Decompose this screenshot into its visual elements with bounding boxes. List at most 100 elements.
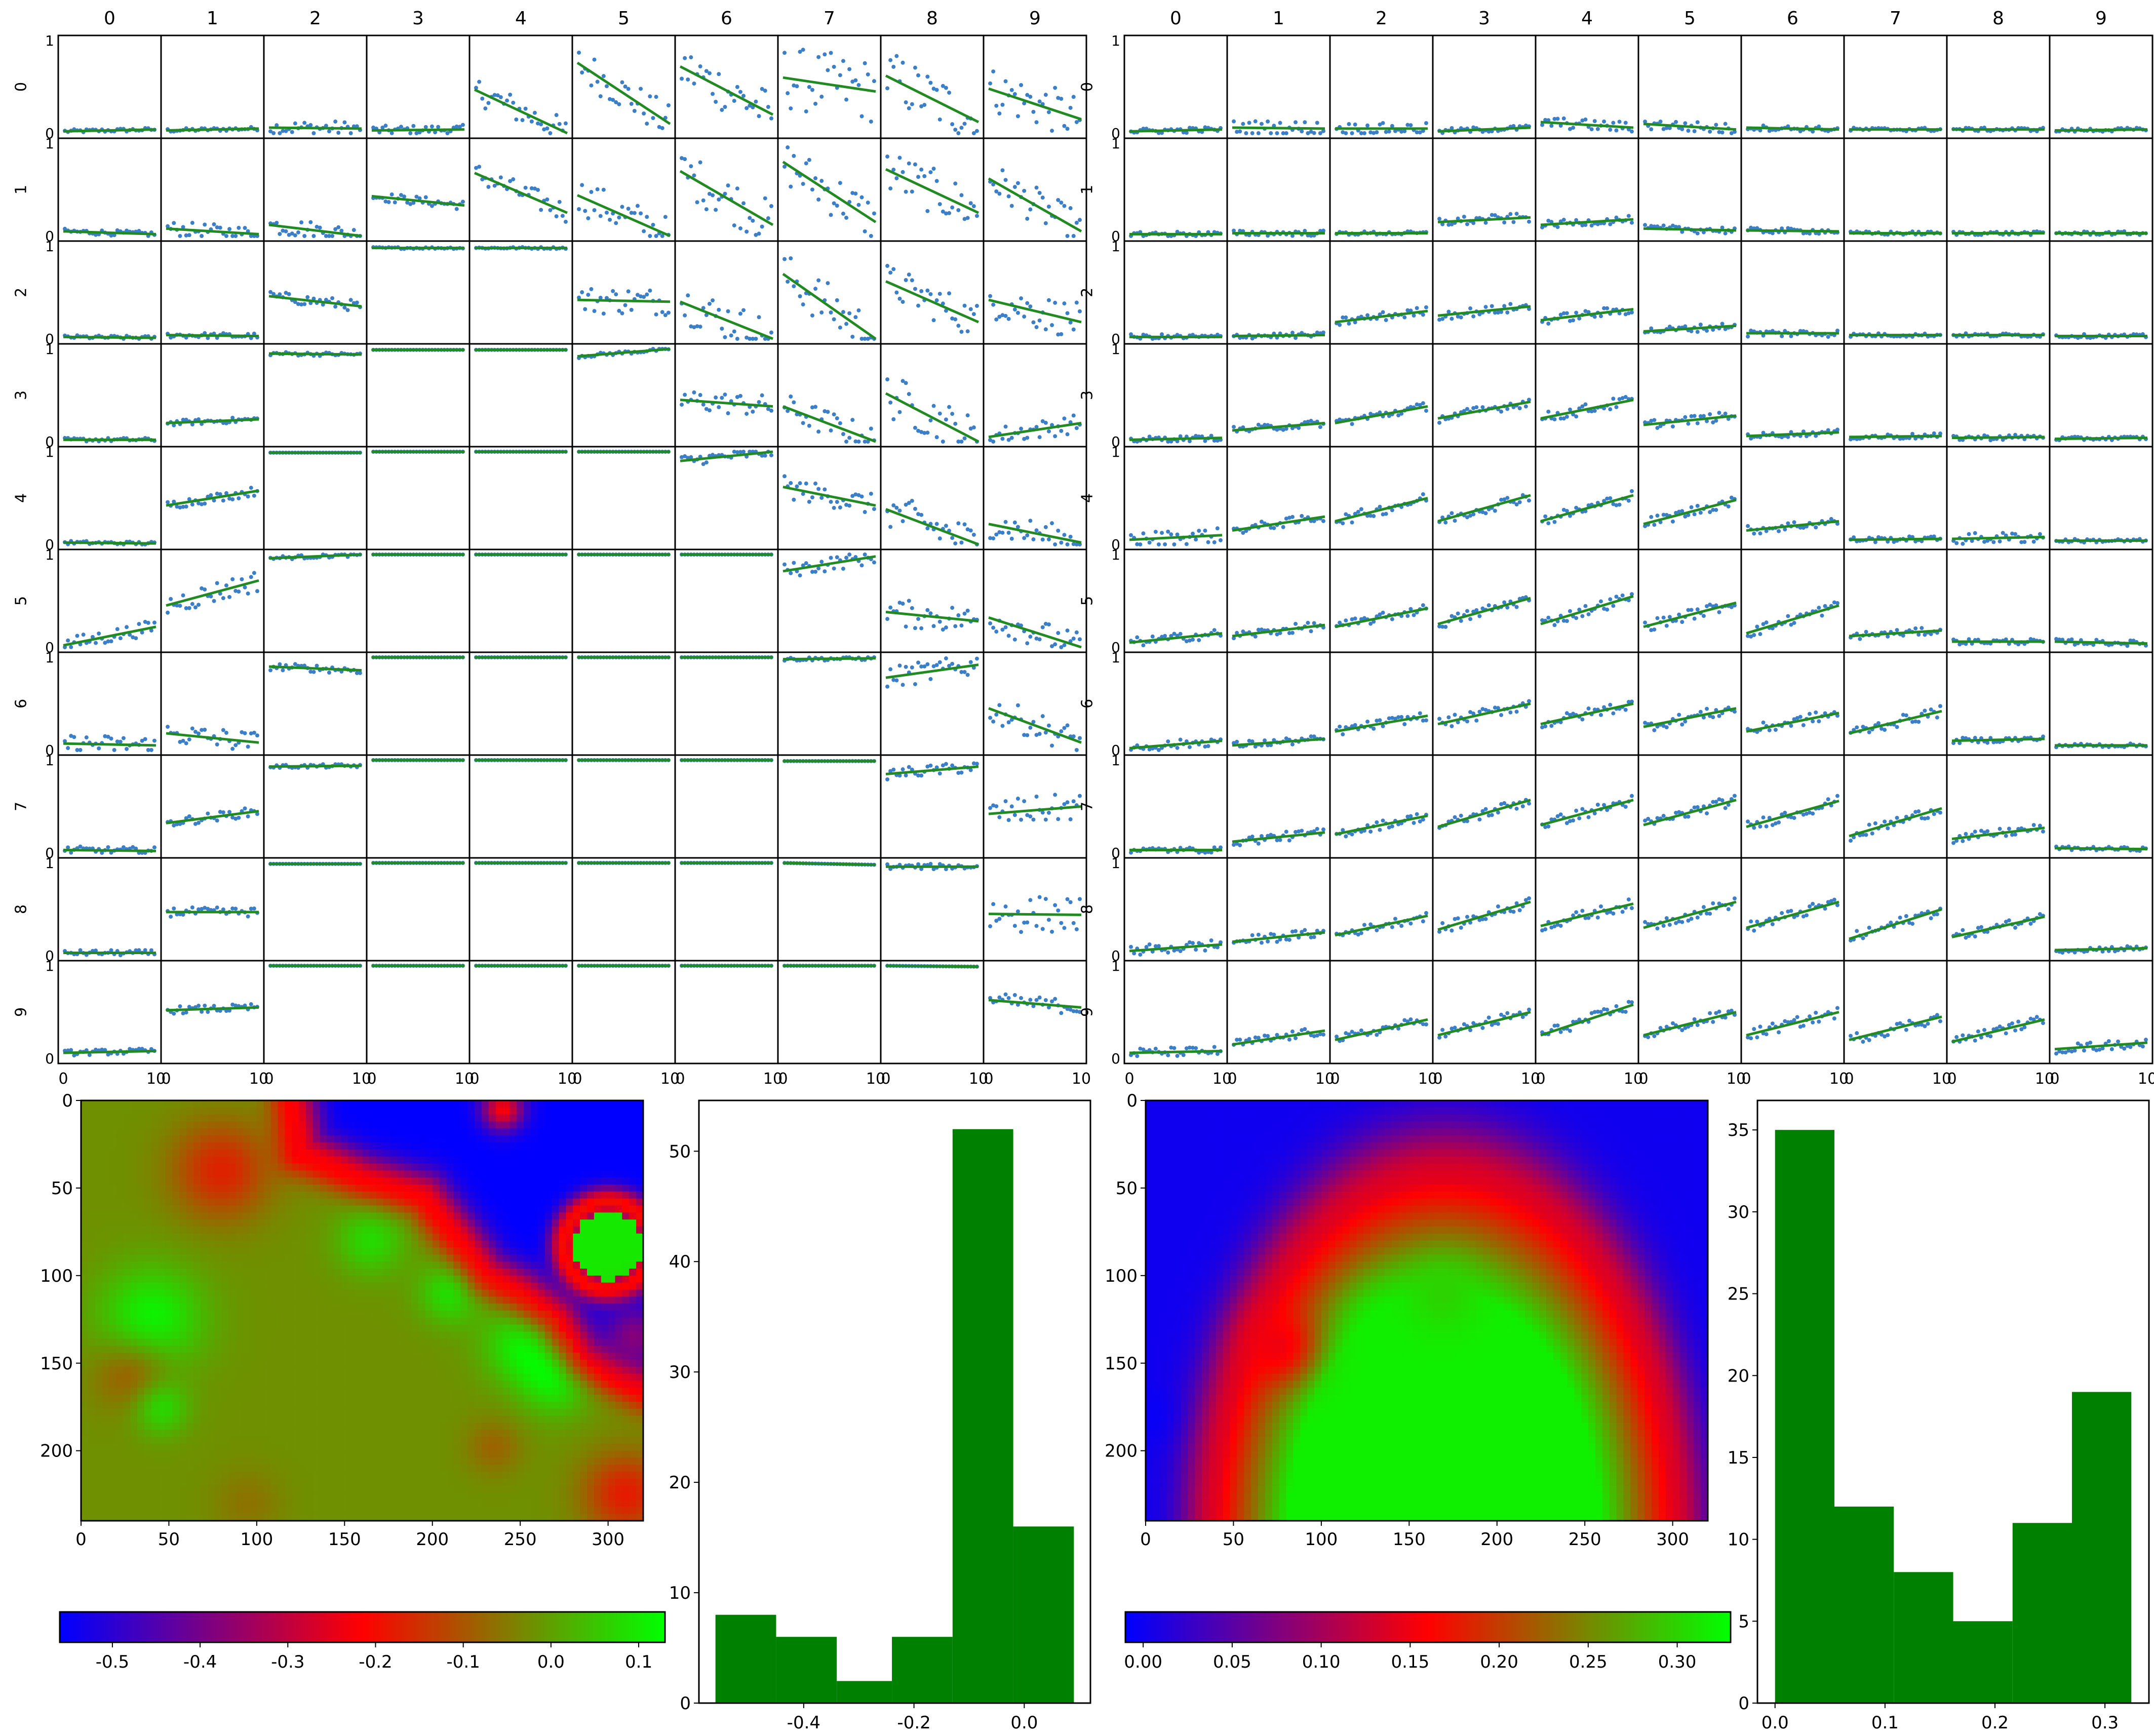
row-label: 4 [13,493,30,503]
y-tick-label: 1 [1111,135,1120,152]
scatter-point [281,668,285,673]
scatter-point [595,80,600,84]
scatter-point [1232,424,1236,429]
scatter-point [965,608,970,613]
scatter-point [1015,114,1020,119]
scatter-point [910,102,914,106]
scatter-point [1695,503,1700,508]
scatter-point [172,221,176,225]
scatter-point [841,310,845,314]
scatter-point [813,481,818,486]
scatter-point [626,289,631,294]
scatter-point [723,392,727,397]
scatter-point [632,211,637,215]
scatter-point [243,585,247,589]
scatter-point [336,225,341,229]
scatter-point [1483,220,1488,225]
cell-frame [468,34,573,139]
scatter-cell [468,651,573,756]
scatter-cell [366,651,471,756]
scatter-point [1000,530,1005,535]
scatter-point [1034,120,1039,125]
scatter-point [885,617,890,621]
scatter-point [934,179,939,183]
scatter-point [299,220,304,225]
scatter-point [1347,122,1351,127]
scatter-point [190,221,194,225]
scatter-point [542,127,546,132]
scatter-point [1708,412,1712,416]
scatter-cell [880,137,985,242]
scatter-point [203,728,207,732]
scatter-cell [571,548,676,653]
row-label: 2 [13,288,30,297]
scatter-point [988,621,993,625]
scatter-point [835,298,839,302]
scatter-point [1003,178,1008,182]
scatter-point [741,450,746,454]
cell-frame [571,548,676,653]
cell-frame [1637,343,1742,448]
scatter-cell [1432,343,1537,448]
scatter-cell [366,548,471,653]
scatter-cell: 10 [45,752,162,861]
scatter-point [230,577,235,581]
scatter-point [1068,206,1073,211]
scatter-point [281,129,285,133]
scatter-point [807,85,811,89]
scatter-point [910,498,914,503]
scatter-point [1022,188,1027,193]
scatter-point [1050,129,1054,133]
scatter-point [971,532,976,537]
scatter-point [1717,411,1721,415]
scatter-cell [263,343,368,448]
scatter-point [745,229,749,234]
scatter-point [1053,542,1058,546]
scatter-point [278,131,282,135]
scatter-point [560,214,565,218]
scatter-point [1281,525,1285,529]
scatter-point [863,229,867,233]
scatter-point [75,634,80,638]
scatter-point [925,608,930,612]
scatter-point [1197,529,1201,533]
scatter-point [941,440,945,444]
scatter-point [994,804,999,809]
scatter-point [327,129,331,134]
scatter-point [904,664,908,669]
scatter-point [1294,120,1298,125]
y-tick-label: 1 [45,32,54,49]
scatter-point [1003,520,1008,524]
scatter-point [919,626,924,630]
scatter-point [916,73,921,77]
scatter-point [1043,420,1048,425]
scatter-point [1546,409,1551,414]
scatter-point [1998,539,2002,544]
scatter-point [1022,101,1027,106]
scatter-point [1614,128,1619,133]
fit-line [679,65,774,116]
scatter-point [1022,799,1027,804]
scatter-cell [1637,240,1742,345]
scatter-point [1141,531,1146,536]
cell-frame [263,446,368,550]
scatter-cell [1637,137,1742,242]
scatter-point [913,626,917,630]
scatter-point [741,94,746,98]
cell-frame [674,446,779,550]
fit-line [1232,126,1325,130]
scatter-point [789,481,793,485]
scatter-point [813,569,818,574]
scatter-point [152,620,156,625]
scatter-point [121,736,126,740]
cell-frame [983,548,1087,653]
scatter-point [1062,643,1067,647]
scatter-cell [674,343,779,448]
scatter-cell [468,754,573,859]
scatter-cell: 0 10 [880,960,988,1088]
row-label: 0 [13,82,30,92]
scatter-point [580,290,584,295]
scatter-point [872,211,876,216]
scatter-point [206,1010,210,1014]
scatter-point [937,411,942,416]
